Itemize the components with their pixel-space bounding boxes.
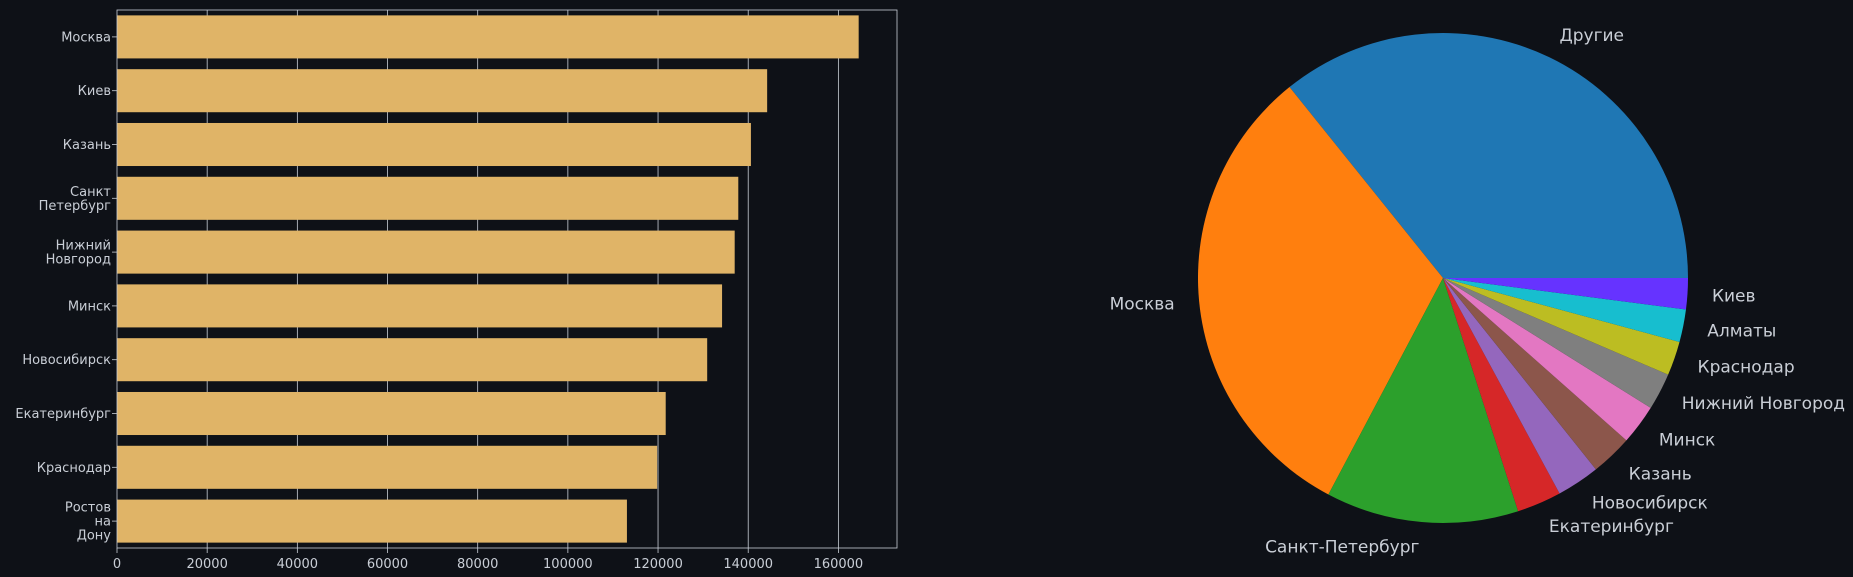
bar <box>117 284 722 327</box>
bar <box>117 500 627 543</box>
pie-slice-label: Нижний Новгород <box>1682 394 1845 414</box>
pie-slice-label: Санкт-Петербург <box>1265 537 1419 557</box>
bar <box>117 177 738 220</box>
pie-slice-label: Алматы <box>1707 322 1776 342</box>
pie-slice-label: Другие <box>1559 26 1624 46</box>
bar <box>117 231 735 274</box>
x-tick-label: 60000 <box>367 557 408 572</box>
y-tick-label: Киев <box>78 84 111 99</box>
y-tick-label: Екатеринбург <box>15 407 111 422</box>
x-tick-label: 80000 <box>457 557 498 572</box>
y-tick-label: Минск <box>68 299 111 314</box>
y-tick-label: Новосибирск <box>22 353 111 368</box>
bar-chart: 0 20000 40000 60000 80000 100000 120000 140000 1… <box>15 10 897 572</box>
y-tick-label: Нижний Новгород <box>46 239 111 268</box>
x-tick-label: 160000 <box>814 557 864 572</box>
bar <box>117 15 859 58</box>
pie-slice-label: Казань <box>1629 464 1692 484</box>
x-tick-label: 120000 <box>633 557 683 572</box>
pie-chart: Другие Москва Санкт-Петербург Екатеринбург Н… <box>1110 26 1845 558</box>
bar <box>117 392 666 435</box>
x-tick-label: 100000 <box>543 557 593 572</box>
bar <box>117 123 751 166</box>
y-tick-label: Санкт Петербург <box>39 185 112 214</box>
x-tick-label: 0 <box>113 557 121 572</box>
x-tick-label: 20000 <box>186 557 227 572</box>
bar <box>117 69 767 112</box>
pie-slice-label: Минск <box>1659 430 1715 450</box>
x-tick-label: 40000 <box>277 557 318 572</box>
pie-slice-label: Новосибирск <box>1592 494 1708 514</box>
y-tick-label: Краснодар <box>37 461 111 476</box>
y-tick-label: Казань <box>63 138 111 153</box>
bar <box>117 446 657 489</box>
pie-slice-label: Москва <box>1110 295 1175 315</box>
bar <box>117 338 707 381</box>
y-tick-label: Москва <box>61 30 111 45</box>
x-tick-label: 140000 <box>723 557 773 572</box>
y-tick-label: Ростов на Дону <box>65 501 111 544</box>
pie-slice-label: Краснодар <box>1698 358 1795 378</box>
pie-slice-label: Екатеринбург <box>1549 517 1674 537</box>
pie-slice-label: Киев <box>1712 286 1756 306</box>
